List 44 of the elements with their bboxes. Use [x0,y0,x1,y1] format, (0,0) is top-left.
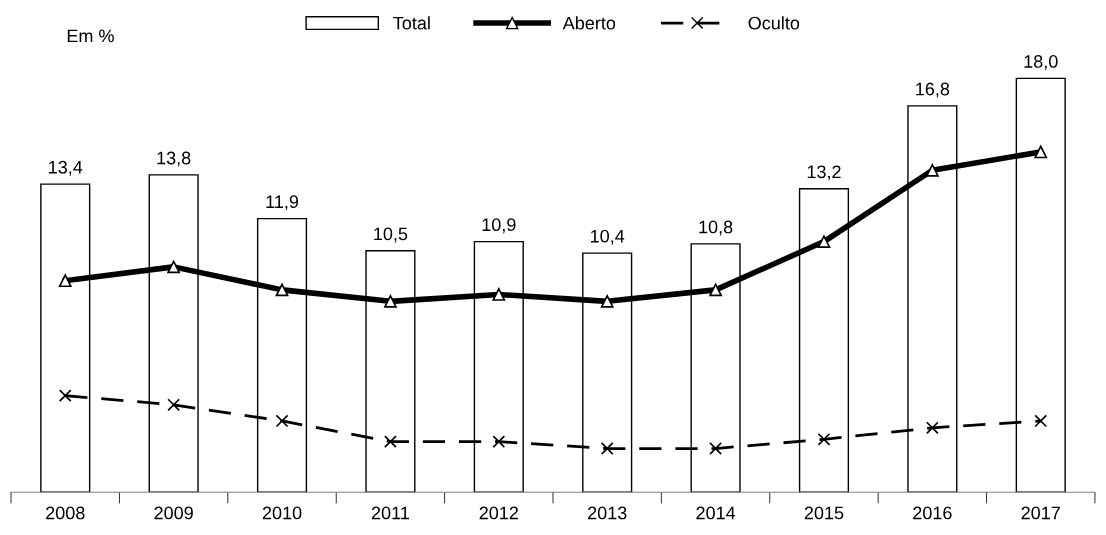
data-label: 13,2 [807,165,841,181]
legend-label: Total [393,16,430,30]
x-tick-label: 2009 [154,506,193,520]
point [492,435,506,449]
legend-label: Oculto [748,16,800,30]
point [817,432,831,446]
point [709,442,722,455]
data-label: 13,8 [157,151,191,167]
point [58,389,72,403]
x-tick-label: 2011 [371,506,409,520]
point [384,294,397,308]
point [275,283,289,297]
point [167,260,181,274]
x-tick-label: 2015 [804,506,844,520]
data-label: 13,4 [49,160,83,176]
x-tick-label: 2012 [479,506,518,520]
data-label: 10,8 [699,220,733,236]
x-tick-label: 2014 [696,506,736,520]
data-label: 10,4 [591,229,625,245]
point [384,435,397,449]
x-tick-label: 2010 [262,506,302,520]
point [58,274,72,288]
point [600,294,614,308]
point [1034,145,1048,159]
point [600,442,614,455]
data-label: 18,0 [1024,55,1058,70]
x-tick-label: 2013 [588,506,627,520]
point [167,398,181,412]
x-tick-label: 2017 [1021,506,1060,520]
point [1034,414,1048,428]
x-tick-label: 2008 [46,506,85,520]
legend-label: Aberto [562,16,616,30]
point [492,288,506,301]
point [817,235,831,248]
data-label: 11,9 [266,195,299,211]
point [275,414,289,428]
point [925,163,939,177]
data-label: 10,5 [374,227,408,243]
point [709,283,722,297]
x-tick-label: 2016 [913,506,952,520]
text: Em % [67,29,114,43]
data-label: 10,9 [482,218,516,234]
point [925,421,939,435]
data-label: 16,8 [916,82,950,98]
